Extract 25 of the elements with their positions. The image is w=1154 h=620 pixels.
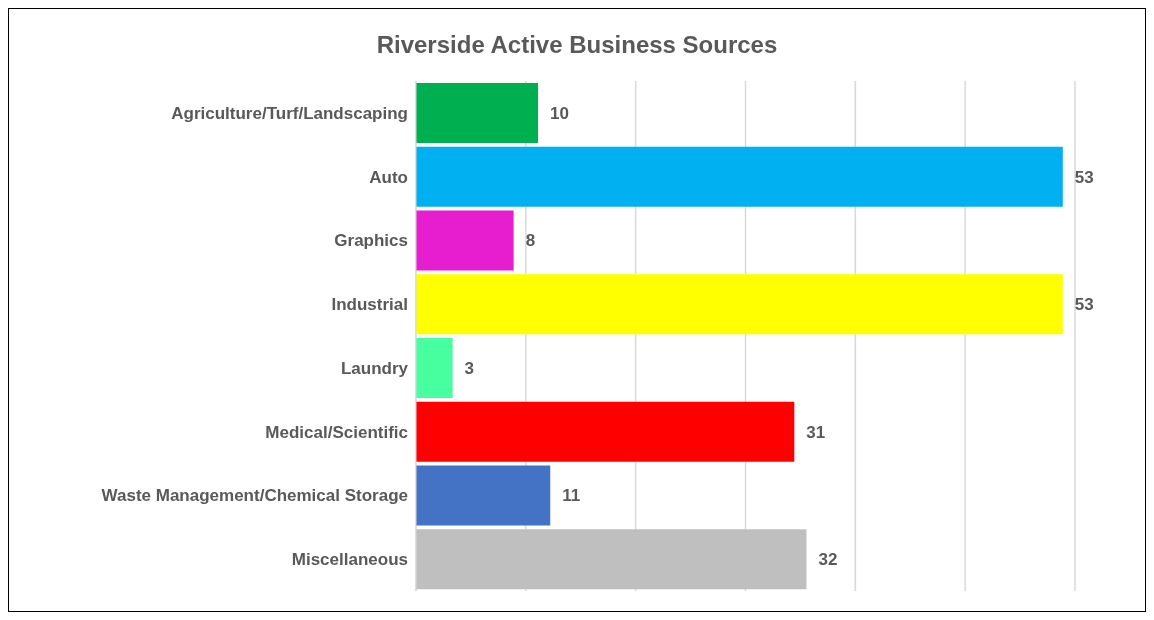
y-tick-label: Medical/Scientific (265, 422, 408, 442)
bar (416, 337, 453, 398)
y-tick-label: Agriculture/Turf/Landscaping (171, 103, 408, 123)
y-tick-label: Waste Management/Chemical Storage (101, 486, 408, 506)
bar (416, 465, 551, 526)
data-label: 32 (818, 550, 838, 570)
y-tick-label: Miscellaneous (291, 550, 408, 570)
data-label: 11 (562, 486, 581, 506)
data-label: 3 (464, 358, 475, 378)
bar (416, 210, 514, 271)
bar (416, 274, 1063, 335)
data-label: 31 (806, 422, 826, 442)
y-tick-label: Laundry (340, 358, 409, 378)
chart-title: Riverside Active Business Sources (375, 30, 779, 60)
data-label: 8 (525, 231, 536, 251)
y-tick-label: Auto (369, 167, 408, 187)
y-tick-label: Industrial (331, 295, 408, 315)
data-label: 53 (1074, 167, 1094, 187)
data-label: 10 (550, 103, 569, 123)
y-tick-label: Graphics (334, 231, 408, 251)
bar (416, 82, 539, 143)
bar (416, 529, 807, 590)
bar (416, 146, 1063, 207)
data-label: 53 (1074, 295, 1094, 315)
bar (416, 401, 795, 462)
